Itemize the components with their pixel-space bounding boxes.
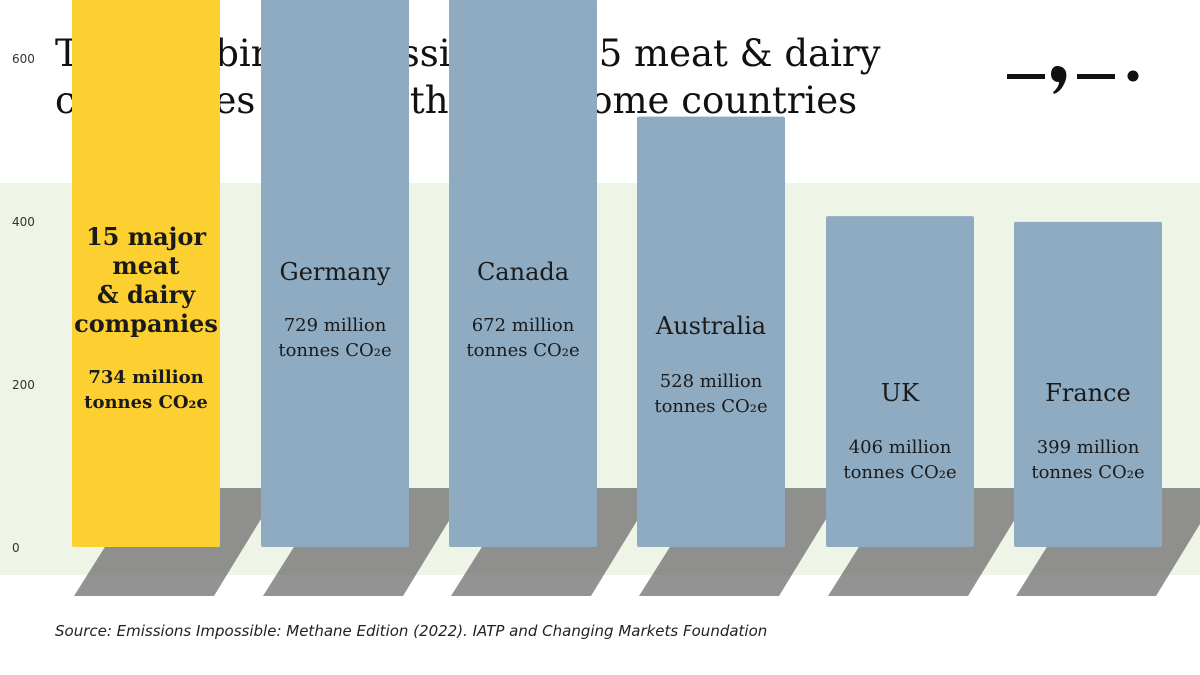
dash-comma-dash-dot-logo-icon (1007, 66, 1139, 94)
y-tick-label: 600 (12, 52, 35, 66)
bar-value-label: 528 million tonnes CO₂e (637, 369, 785, 419)
bar-value-line: 729 million (283, 315, 387, 336)
y-tick-label: 0 (12, 541, 20, 555)
bar-name-line: Australia (655, 312, 767, 340)
bar-name-label: Australia (637, 311, 785, 341)
country-bar (449, 0, 597, 547)
bar-name-label: France (1014, 378, 1162, 408)
bar-value-line: 672 million (471, 315, 575, 336)
bar-value-line: tonnes CO₂e (466, 340, 580, 361)
bar-name-line: & dairy (96, 280, 196, 309)
bar-name-line: UK (880, 379, 920, 407)
bar-value-label: 729 million tonnes CO₂e (261, 313, 409, 363)
bar-value-line: tonnes CO₂e (84, 392, 208, 413)
country-bar (261, 0, 409, 547)
bar-name-line: companies (74, 309, 218, 338)
bar-name-line: France (1045, 379, 1131, 407)
country-bar (1014, 221, 1162, 547)
bar-name-label: Germany (261, 257, 409, 287)
highlight-bar (72, 0, 220, 547)
bar-value-label: 672 million tonnes CO₂e (449, 313, 597, 363)
bar-name-line: 15 major (85, 222, 207, 251)
country-bar (826, 216, 974, 548)
bar-name-label: UK (826, 378, 974, 408)
bar-name-line: Germany (279, 258, 391, 286)
bar-value-line: tonnes CO₂e (843, 462, 957, 483)
bar-value-line: 528 million (659, 371, 763, 392)
source-note: Source: Emissions Impossible: Methane Ed… (55, 622, 768, 640)
bar-value-line: 406 million (848, 437, 952, 458)
y-tick-label: 200 (12, 378, 35, 392)
bar-value-line: tonnes CO₂e (654, 396, 768, 417)
y-tick-label: 400 (12, 215, 35, 229)
bar-name-line: meat (112, 251, 180, 280)
bar-name-line: Canada (476, 258, 570, 286)
bar-value-line: 734 million (88, 367, 204, 388)
bar-value-line: tonnes CO₂e (278, 340, 392, 361)
bar-value-line: tonnes CO₂e (1031, 462, 1145, 483)
bar-value-label: 406 million tonnes CO₂e (826, 435, 974, 485)
bar-name-label: Canada (449, 257, 597, 287)
country-bar (637, 116, 785, 548)
bar-value-line: 399 million (1036, 437, 1140, 458)
bar-value-label: 734 million tonnes CO₂e (72, 365, 220, 415)
bar-name-label: 15 major meat & dairy companies (72, 222, 220, 338)
bar-value-label: 399 million tonnes CO₂e (1014, 435, 1162, 485)
